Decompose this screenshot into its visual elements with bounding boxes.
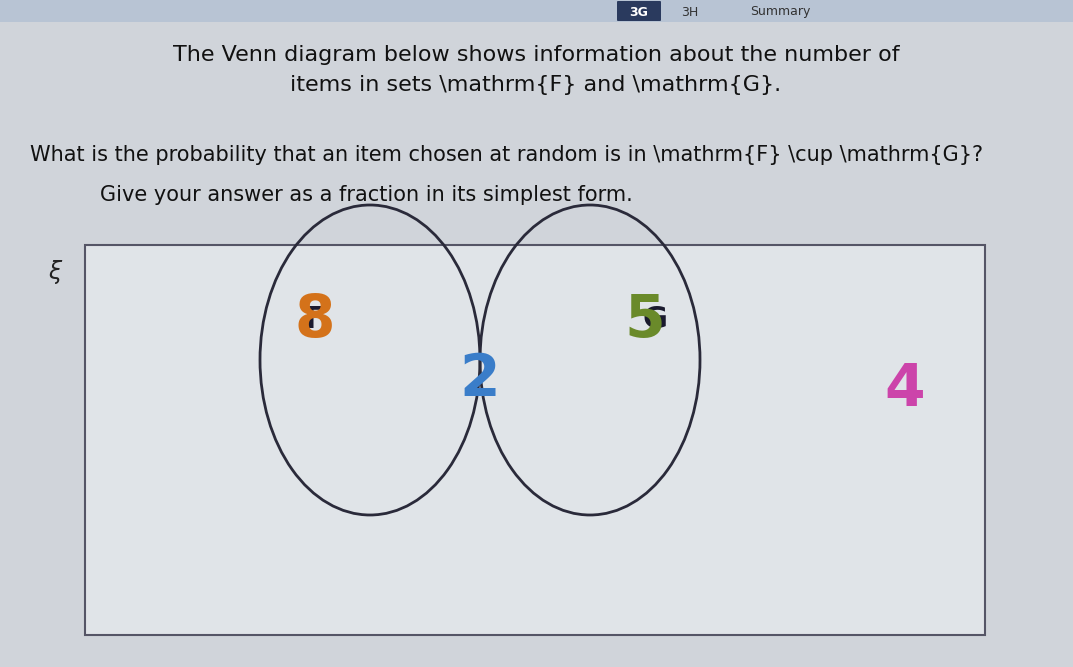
Bar (85, 245, 985, 635)
Text: 3G: 3G (630, 5, 648, 19)
Text: 4: 4 (884, 362, 925, 418)
Text: F: F (305, 305, 325, 334)
Text: The Venn diagram below shows information about the number of: The Venn diagram below shows information… (173, 45, 899, 65)
FancyBboxPatch shape (617, 1, 661, 21)
Bar (0, 0, 1073, 22)
Text: Give your answer as a fraction in its simplest form.: Give your answer as a fraction in its si… (100, 185, 633, 205)
Text: ξ: ξ (48, 260, 61, 284)
Text: 2: 2 (459, 352, 500, 408)
Text: 3H: 3H (681, 5, 699, 19)
Text: 5: 5 (624, 291, 665, 348)
Text: What is the probability that an item chosen at random is in \mathrm{F} \cup \mat: What is the probability that an item cho… (30, 145, 983, 165)
Text: Summary: Summary (750, 5, 810, 19)
Text: G: G (643, 305, 667, 334)
Text: 8: 8 (295, 291, 335, 348)
Text: items in sets \mathrm{F} and \mathrm{G}.: items in sets \mathrm{F} and \mathrm{G}. (291, 75, 781, 95)
